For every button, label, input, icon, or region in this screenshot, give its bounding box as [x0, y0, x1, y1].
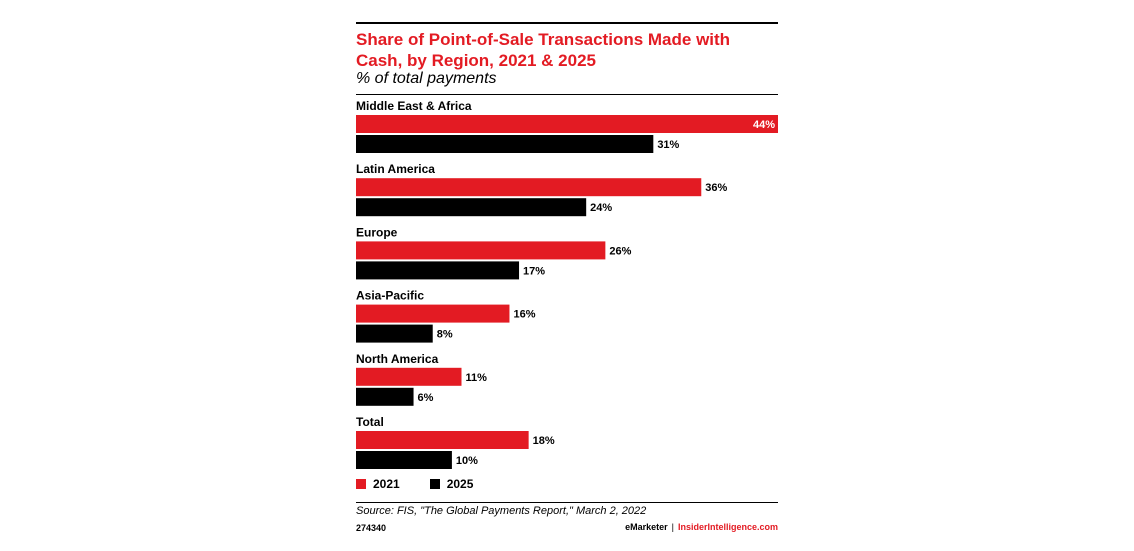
bar-2021: [356, 431, 529, 449]
data-label: 6%: [418, 392, 434, 404]
bar-2025: [356, 198, 587, 217]
bar-2025: [356, 387, 414, 406]
data-label: 18%: [533, 435, 555, 447]
bar-2025: [356, 324, 433, 343]
bar-2025: [356, 261, 520, 280]
brand-insider-intelligence: InsiderIntelligence.com: [677, 522, 778, 532]
chart-card: Share of Point-of-Sale Transactions Made…: [356, 0, 778, 551]
bar-2025: [356, 135, 654, 153]
data-label: 31%: [657, 139, 679, 151]
bar-2025: [356, 451, 452, 469]
bar-2021: [356, 115, 778, 133]
source-note: Source: FIS, "The Global Payments Report…: [356, 505, 647, 517]
bar-group: Latin America 36% 24%: [356, 162, 728, 217]
legend-swatch-2021: [356, 479, 366, 489]
legend-label-2025: 2025: [446, 477, 474, 491]
chart-subtitle: % of total payments: [356, 70, 497, 87]
data-label: 26%: [609, 245, 631, 257]
data-label: 16%: [513, 309, 535, 321]
data-label: 36%: [705, 182, 727, 194]
brand-emarketer: eMarketer: [625, 522, 668, 532]
legend-label-2021: 2021: [373, 477, 400, 491]
header-rule: [356, 94, 778, 95]
category-label: Total: [356, 415, 384, 429]
footer-rule: [356, 502, 778, 503]
chart-id: 274340: [356, 523, 387, 533]
bar-2021: [356, 367, 462, 386]
category-label: Europe: [356, 225, 398, 239]
data-label: 10%: [456, 455, 478, 467]
data-label: 8%: [437, 329, 453, 341]
bar-group: North America 11% 6%: [356, 352, 487, 406]
bar-2021: [356, 241, 606, 260]
category-label: Latin America: [356, 162, 435, 176]
bar-group: Middle East & Africa 44% 31%: [356, 99, 778, 153]
data-label: 11%: [466, 372, 488, 384]
branding: eMarketer | InsiderIntelligence.com: [625, 522, 778, 532]
data-label: 17%: [523, 265, 545, 277]
legend-swatch-2025: [429, 479, 440, 489]
bar-2021: [356, 304, 510, 323]
category-label: Asia-Pacific: [356, 289, 424, 303]
legend-item-2021: 2021: [356, 477, 400, 491]
legend: 2021 2025: [356, 476, 503, 492]
chart-title: Share of Point-of-Sale Transactions Made…: [356, 30, 731, 70]
bar-group: Total 18% 10%: [356, 415, 555, 469]
data-label: 24%: [590, 202, 612, 214]
category-label: North America: [356, 352, 439, 366]
bar-2021: [356, 178, 702, 197]
top-rule: [356, 22, 778, 24]
brand-separator: |: [671, 522, 674, 532]
bar-chart: Middle East & Africa 44% 31% Latin America 3…: [356, 99, 778, 469]
bar-group: Asia-Pacific 16% 8%: [356, 289, 536, 343]
data-label: 44%: [753, 119, 775, 131]
legend-item-2025: 2025: [429, 477, 474, 491]
bar-group: Europe 26% 17%: [356, 225, 632, 280]
category-label: Middle East & Africa: [356, 99, 472, 113]
